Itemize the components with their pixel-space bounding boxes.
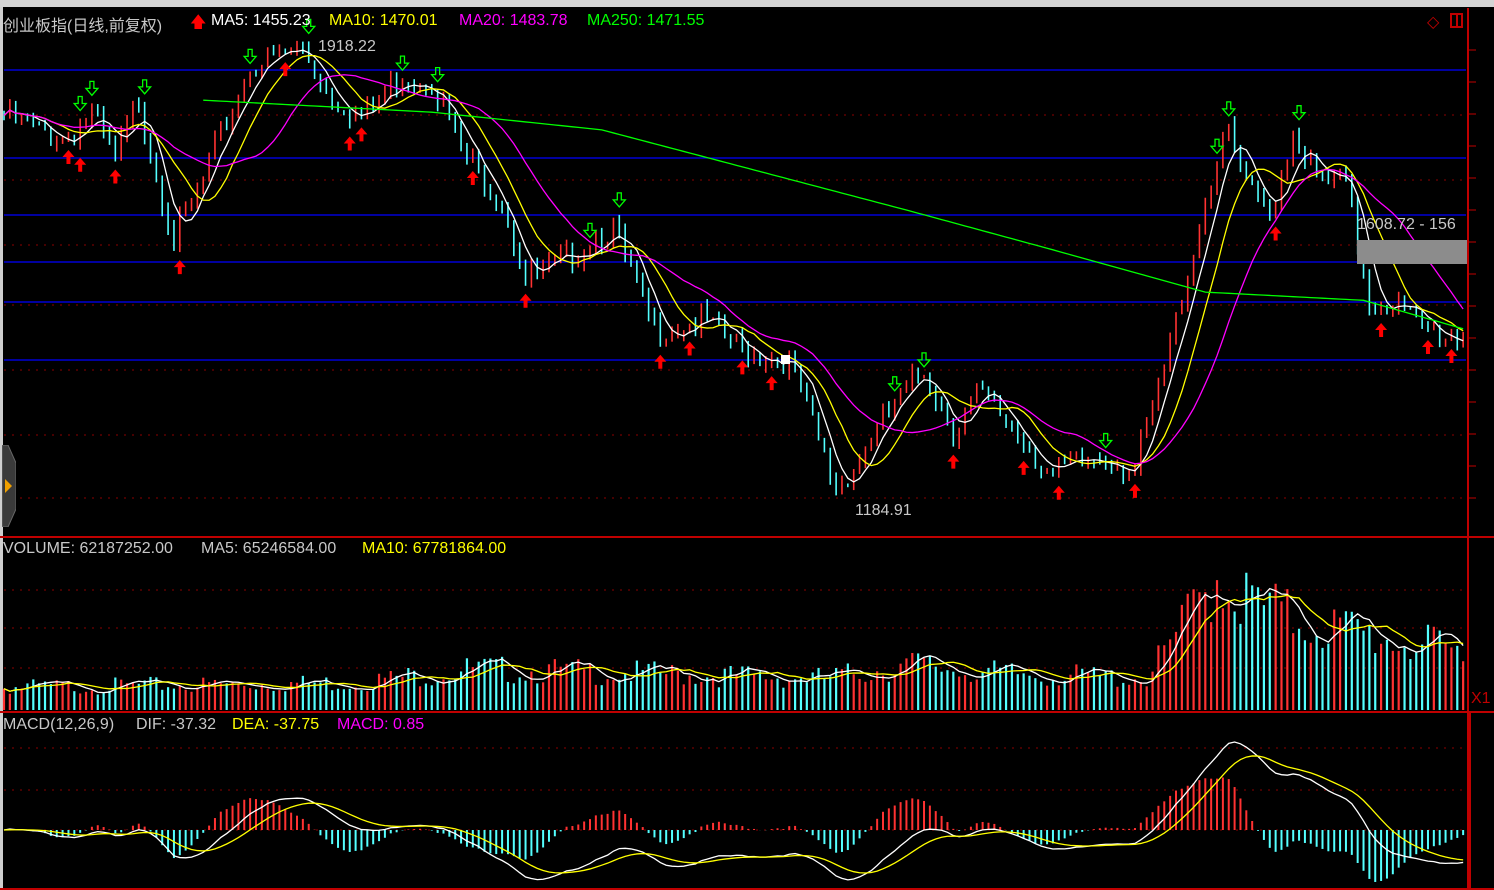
- buy-signal-arrow-icon: [654, 354, 667, 369]
- sell-signal-arrow-icon: [611, 192, 627, 208]
- ma20-line: [3, 74, 1464, 465]
- buy-signal-arrow-icon: [1375, 323, 1388, 338]
- volume-label: VOLUME: 62187252.00: [3, 540, 173, 557]
- buy-signal-arrow-icon: [765, 376, 778, 391]
- ma10-line: [3, 54, 1464, 467]
- buy-signal-arrow-icon: [279, 62, 292, 77]
- buy-signal-arrow-icon: [466, 170, 479, 185]
- sell-signal-arrow-icon: [84, 80, 100, 97]
- sell-signal-arrow-icon: [916, 352, 932, 368]
- buy-signal-arrow-icon: [683, 341, 696, 356]
- sell-signal-arrow-icon: [1098, 432, 1114, 449]
- buy-signal-arrow-icon: [1269, 226, 1282, 241]
- buy-signal-arrow-icon: [1017, 460, 1030, 475]
- dif-label: DIF: -37.32: [136, 716, 217, 733]
- dea-line: [3, 755, 1464, 874]
- buy-signal-arrow-icon: [1421, 340, 1434, 355]
- range-tooltip: 1608.72 - 156: [1357, 216, 1456, 233]
- high-price-label: 1918.22: [318, 38, 376, 55]
- layout-toggle-icon[interactable]: [1450, 13, 1463, 28]
- volume-ma10-label: MA10: 67781864.00: [362, 540, 507, 557]
- buy-signal-arrow-icon: [947, 454, 960, 469]
- low-price-label: 1184.91: [855, 502, 912, 519]
- buy-signal-arrow-icon: [1052, 485, 1065, 500]
- zoom-factor-label[interactable]: X1: [1471, 690, 1491, 707]
- selected-point-marker: [781, 355, 790, 364]
- sell-signal-arrow-icon: [301, 18, 317, 35]
- volume-ma5-label: MA5: 65246584.00: [201, 540, 337, 557]
- sell-signal-arrow-icon: [72, 95, 88, 112]
- dea-label: DEA: -37.75: [232, 716, 320, 733]
- sell-signal-arrow-icon: [1291, 105, 1307, 121]
- sell-signal-arrow-icon: [887, 376, 903, 392]
- sell-signal-arrow-icon: [430, 66, 446, 83]
- ma5-label: MA5: 1455.23: [211, 12, 311, 29]
- buy-signal-arrow-icon: [343, 136, 356, 151]
- ma250-line: [203, 99, 1464, 330]
- buy-signal-arrow-icon: [1445, 349, 1458, 364]
- ma10-label: MA10: 1470.01: [329, 12, 438, 29]
- buy-signal-arrow-icon: [736, 360, 749, 375]
- dif-line: [3, 741, 1464, 881]
- window-top-strip: [0, 0, 1494, 7]
- sell-signal-arrow-icon: [242, 48, 258, 65]
- collapse-panel-handle[interactable]: [2, 445, 16, 527]
- macd-name-label: MACD(12,26,9): [3, 716, 115, 733]
- sell-signal-arrow-icon: [395, 55, 410, 72]
- buy-signal-arrow-icon: [1128, 483, 1141, 498]
- sell-signal-arrow-icon: [1209, 138, 1225, 155]
- expand-arrow-icon: [5, 479, 12, 493]
- ma5-line: [3, 49, 1464, 483]
- buy-signal-arrow-icon: [62, 149, 75, 164]
- sell-signal-arrow-icon: [1221, 101, 1237, 117]
- sell-signal-arrow-icon: [582, 222, 598, 239]
- chart-title: 创业板指(日线,前复权): [3, 18, 163, 35]
- buy-signal-arrow-icon: [173, 260, 186, 275]
- volume-ma10-line: [3, 594, 1464, 692]
- diamond-icon[interactable]: ◇: [1427, 14, 1440, 31]
- ma250-label: MA250: 1471.55: [587, 12, 705, 29]
- up-arrow-icon: 🡅: [190, 14, 207, 31]
- buy-signal-arrow-icon: [74, 157, 87, 172]
- ma20-label: MA20: 1483.78: [459, 12, 568, 29]
- range-highlight-box: [1357, 240, 1467, 264]
- sell-signal-arrow-icon: [137, 79, 153, 95]
- buy-signal-arrow-icon: [355, 127, 368, 142]
- macd-value-label: MACD: 0.85: [337, 716, 425, 733]
- buy-signal-arrow-icon: [109, 169, 122, 184]
- buy-signal-arrow-icon: [519, 293, 532, 308]
